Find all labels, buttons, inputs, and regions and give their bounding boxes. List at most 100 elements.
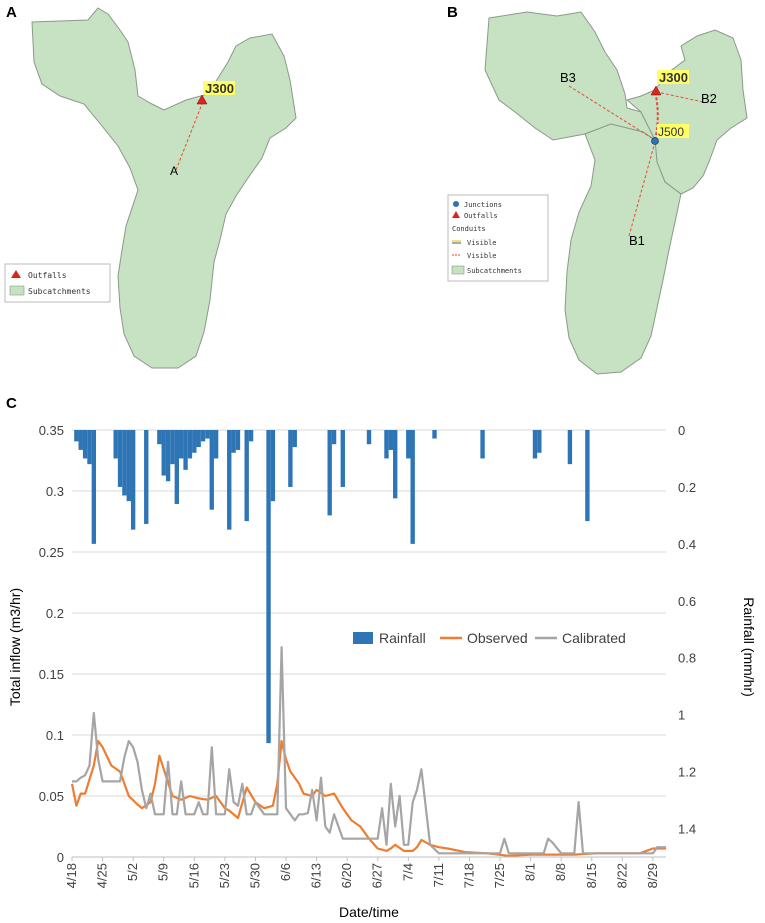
rainfall-bar xyxy=(157,430,162,445)
inflow-chart: 0 0.05 0.1 0.15 0.2 0.25 0.3 0.35 0 0.2 0.4 0.6 0.8 1… xyxy=(7,423,757,920)
rainfall-bar xyxy=(266,430,271,744)
x-tick-label: 4/25 xyxy=(95,863,110,888)
x-tick-label: 8/15 xyxy=(584,863,599,888)
x-tick-label: 8/29 xyxy=(645,863,660,888)
y2-tick-label: 1 xyxy=(678,708,685,723)
conduit-b2 xyxy=(656,91,704,103)
legend-calibrated-label: Calibrated xyxy=(562,630,626,646)
rainfall-bar xyxy=(340,430,345,487)
y2-tick-label: 0 xyxy=(678,423,685,438)
y-tick-label: 0.1 xyxy=(46,728,64,743)
y2-tick-label: 0.8 xyxy=(678,651,696,666)
x-tick-label: 7/11 xyxy=(431,863,446,887)
y-tick-label: 0.2 xyxy=(46,606,64,621)
legend-b-visible-2: Visible xyxy=(467,252,497,260)
x-tick-label: 7/4 xyxy=(400,863,415,881)
y2-tick-label: 1.2 xyxy=(678,765,696,780)
x-tick-label: 5/30 xyxy=(247,863,262,888)
j300-label-b: J300 xyxy=(659,70,688,85)
x-tick-label: 7/18 xyxy=(461,863,476,888)
rainfall-bar xyxy=(122,430,127,496)
rainfall-bar xyxy=(117,430,123,487)
rainfall-bar xyxy=(292,430,297,448)
x-tick-label: 5/2 xyxy=(125,863,140,881)
panel-label-c: C xyxy=(6,395,17,412)
rainfall-bar xyxy=(393,430,398,499)
rainfall-bar xyxy=(161,430,166,476)
rainfall-bar xyxy=(288,430,293,487)
j300-label-highlight-b xyxy=(657,70,689,84)
legend-b-junctions: Junctions xyxy=(464,201,502,209)
rainfall-bar xyxy=(183,430,188,470)
rainfall-bar xyxy=(205,430,210,439)
legend-b-conduits: Conduits xyxy=(452,225,486,233)
rainfall-bar xyxy=(87,430,92,465)
legend-outfall-icon xyxy=(11,270,21,278)
j300-label-highlight xyxy=(203,81,235,95)
rainfall-bar xyxy=(366,430,372,445)
rainfall-bar xyxy=(209,430,214,510)
conduit-b3 xyxy=(568,85,656,141)
legend-observed-label: Observed xyxy=(467,630,528,646)
legend-b-subcatchments: Subcatchments xyxy=(467,267,522,275)
legend-b-outfalls: Outfalls xyxy=(464,212,498,220)
legend-rainfall-swatch xyxy=(353,632,373,644)
x-tick-label: 8/1 xyxy=(523,863,538,881)
j500-label-highlight xyxy=(657,124,689,138)
rainfall-bar xyxy=(327,430,332,516)
rainfall-bar xyxy=(270,430,276,502)
legend-b-box xyxy=(447,194,549,282)
conduit-b1 xyxy=(628,141,656,237)
subcatchment-label-b3: B3 xyxy=(560,70,576,85)
rainfall-bar xyxy=(235,430,241,450)
rainfall-bar xyxy=(130,430,136,530)
y-tick-label: 0.3 xyxy=(46,484,64,499)
j300-label-a: J300 xyxy=(205,81,234,96)
rainfall-bar xyxy=(532,430,538,459)
rainfall-bar xyxy=(244,430,249,522)
rainfall-bar xyxy=(227,430,232,530)
rainfall-bar xyxy=(331,430,337,445)
x-tick-label: 5/23 xyxy=(217,863,232,888)
subcatchment-label-a: A xyxy=(170,164,178,178)
y-tick-label: 0.25 xyxy=(39,545,64,560)
rainfall-bar xyxy=(82,430,88,459)
conduit-main xyxy=(654,95,659,141)
x-tick-label: 6/13 xyxy=(309,863,324,888)
x-tick-label: 8/22 xyxy=(614,863,629,888)
rainfall-bar xyxy=(192,430,197,453)
rainfall-bar xyxy=(388,430,394,450)
junction-b-marker xyxy=(651,137,659,145)
rainfall-bar xyxy=(537,430,542,453)
y-tick-label: 0 xyxy=(57,850,64,865)
x-tick-label: 7/25 xyxy=(492,863,507,888)
legend-b-visible-1: Visible xyxy=(467,239,497,247)
rainfall-bar xyxy=(248,430,254,442)
x-tick-label: 8/8 xyxy=(553,863,568,881)
y-axis-label: Total inflow (m3/hr) xyxy=(7,588,23,706)
outfall-b-marker xyxy=(650,85,662,96)
rainfall-bar xyxy=(144,430,149,524)
rainfall-bar xyxy=(113,430,118,459)
y2-axis-label: Rainfall (mm/hr) xyxy=(741,597,757,697)
rainfall-bar xyxy=(480,430,485,459)
legend-b-subcatchment-icon xyxy=(451,265,465,275)
subcatchment-a-polygon xyxy=(31,7,297,369)
y-tick-label: 0.15 xyxy=(39,667,64,682)
x-tick-label: 4/18 xyxy=(64,863,79,888)
panel-label-b: B xyxy=(447,4,458,21)
j500-label: J500 xyxy=(658,125,684,139)
legend-a-box xyxy=(4,263,111,303)
y2-tick-label: 0.6 xyxy=(678,594,696,609)
series-line-calibrated xyxy=(72,646,666,855)
x-tick-label: 5/16 xyxy=(186,863,201,888)
x-tick-label: 6/27 xyxy=(370,863,385,888)
rainfall-bar xyxy=(165,430,171,482)
rainfall-bar xyxy=(585,430,590,522)
rainfall-bar xyxy=(78,430,83,450)
y2-tick-label: 0.4 xyxy=(678,537,696,552)
map-a: J300 A Outfalls Subcatchments xyxy=(4,7,297,369)
rainfall-bar xyxy=(410,430,415,544)
outfall-a-marker xyxy=(196,94,208,105)
x-tick-label: 6/6 xyxy=(278,863,293,881)
